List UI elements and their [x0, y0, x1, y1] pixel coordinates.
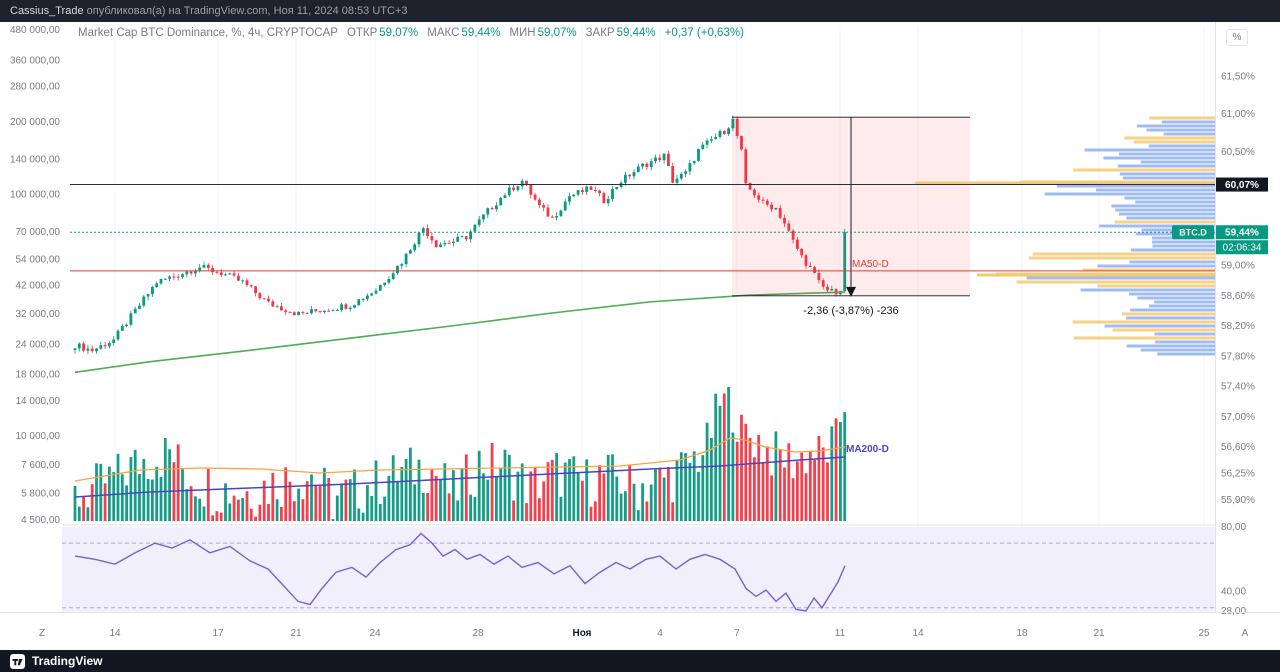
time-axis-labels: Z 14 17 21 24 28 Ноя 4 7 11 14 18 21 25 — [39, 628, 1210, 639]
svg-text:280 000,00: 280 000,00 — [10, 82, 60, 93]
rsi-pane — [62, 527, 1215, 612]
svg-text:10 000,00: 10 000,00 — [16, 431, 61, 442]
publish-info: опубликовал(а) на TradingView.com, Ноя 1… — [83, 5, 408, 17]
svg-text:60,07%: 60,07% — [1225, 180, 1259, 191]
volume-ma-lines — [74, 437, 846, 498]
svg-text:80,00: 80,00 — [1221, 522, 1246, 533]
svg-text:200 000,00: 200 000,00 — [10, 117, 60, 128]
svg-text:24 000,00: 24 000,00 — [16, 339, 61, 350]
tradingview-logo-icon[interactable] — [10, 653, 25, 669]
svg-text:140 000,00: 140 000,00 — [10, 154, 60, 165]
svg-text:32 000,00: 32 000,00 — [16, 309, 61, 320]
svg-text:70 000,00: 70 000,00 — [16, 227, 61, 238]
volume-layer — [73, 387, 847, 521]
svg-text:21: 21 — [1093, 628, 1105, 639]
svg-text:57,00%: 57,00% — [1221, 412, 1255, 423]
svg-text:5 800,00: 5 800,00 — [21, 488, 60, 499]
countdown-badge: 02:06:34 — [1216, 240, 1268, 255]
svg-text:61,00%: 61,00% — [1221, 109, 1255, 120]
svg-text:14 000,00: 14 000,00 — [16, 396, 61, 407]
svg-text:18: 18 — [1016, 628, 1028, 639]
price-scale[interactable] — [1215, 22, 1280, 612]
percent-scale-button[interactable]: % — [1226, 29, 1248, 46]
svg-text:21: 21 — [290, 628, 302, 639]
svg-text:7: 7 — [734, 628, 740, 639]
symbol-info: Market Cap BTC Dominance, %, 4ч, CRYPTOC… — [78, 27, 744, 39]
svg-text:-2,36 (-3,87%) -236: -2,36 (-3,87%) -236 — [803, 305, 898, 317]
svg-text:7 600,00: 7 600,00 — [21, 460, 60, 471]
ohlc-label: ЗАКР — [585, 27, 615, 39]
price-range-tool[interactable]: -2,36 (-3,87%) -236 — [732, 116, 970, 317]
svg-text:28,00: 28,00 — [1221, 606, 1246, 617]
left-axis-labels: 480 000,00 360 000,00 280 000,00 200 000,00… — [10, 25, 60, 526]
ma-green-line — [74, 291, 846, 374]
svg-text:BTC.D: BTC.D — [1179, 228, 1207, 238]
svg-text:100 000,00: 100 000,00 — [10, 190, 60, 201]
symbol-title[interactable]: Market Cap BTC Dominance, %, 4ч, CRYPTOC… — [78, 27, 338, 39]
rsi-line — [74, 532, 846, 612]
ohlc-label: ОТКР — [346, 27, 378, 39]
auto-scale-button[interactable]: A — [1241, 628, 1249, 639]
publisher-name: Cassius_Trade — [10, 5, 84, 17]
last-price-badge[interactable]: BTC.D 59,44% — [1172, 225, 1268, 240]
change-value: +0,37 (+0,63%) — [664, 27, 744, 39]
svg-text:28: 28 — [472, 628, 484, 639]
ohlc-label: МИН — [509, 27, 536, 39]
svg-text:58,20%: 58,20% — [1221, 321, 1255, 332]
price-lines[interactable]: MA50-D MA200-D — [70, 184, 1215, 455]
ohlc-value: 59,44% — [616, 27, 656, 39]
footer-bar: TradingView — [0, 650, 1280, 672]
svg-text:4: 4 — [657, 628, 663, 639]
ohlc-values: ОТКР 59,07% МАКС 59,44% МИН 59,07% ЗАКР 59,44% — [338, 27, 656, 39]
svg-text:14: 14 — [912, 628, 924, 639]
svg-text:02:06:34: 02:06:34 — [1223, 243, 1262, 254]
svg-text:18 000,00: 18 000,00 — [16, 370, 61, 381]
volume-profile — [915, 116, 1215, 356]
svg-text:Z: Z — [39, 628, 45, 639]
svg-text:MA50-D: MA50-D — [852, 259, 889, 270]
svg-text:14: 14 — [109, 628, 121, 639]
grid-layer — [114, 26, 1205, 612]
footer-brand[interactable]: TradingView — [32, 654, 103, 668]
svg-text:MA200-D: MA200-D — [846, 444, 889, 455]
svg-text:40,00: 40,00 — [1221, 587, 1246, 598]
svg-text:56,25%: 56,25% — [1221, 469, 1255, 480]
candles-layer — [73, 115, 847, 355]
ohlc-value: 59,07% — [537, 27, 577, 39]
ohlc-value: 59,44% — [461, 27, 501, 39]
svg-text:54 000,00: 54 000,00 — [16, 254, 61, 265]
svg-text:59,00%: 59,00% — [1221, 261, 1255, 272]
price-line-badge[interactable]: 60,07% — [1216, 177, 1268, 192]
header-bar: Cassius_Trade опубликовал(а) на TradingV… — [0, 0, 1280, 22]
svg-text:17: 17 — [212, 628, 224, 639]
svg-text:59,44%: 59,44% — [1225, 228, 1259, 239]
ohlc-value: 59,07% — [379, 27, 419, 39]
svg-text:56,60%: 56,60% — [1221, 442, 1255, 453]
svg-text:4 500,00: 4 500,00 — [21, 515, 60, 526]
svg-text:Ноя: Ноя — [572, 628, 591, 639]
svg-text:24: 24 — [369, 628, 381, 639]
svg-text:360 000,00: 360 000,00 — [10, 55, 60, 66]
svg-text:58,60%: 58,60% — [1221, 291, 1255, 302]
svg-text:480 000,00: 480 000,00 — [10, 25, 60, 36]
right-axis-labels: 61,50% 61,00% 60,50% 59,00% 58,60% 58,20% 57,8… — [1221, 71, 1255, 617]
svg-text:55,90%: 55,90% — [1221, 495, 1255, 506]
time-scale[interactable] — [0, 612, 1280, 650]
ohlc-label: МАКС — [427, 27, 460, 39]
svg-text:57,80%: 57,80% — [1221, 351, 1255, 362]
svg-text:25: 25 — [1198, 628, 1210, 639]
svg-text:60,50%: 60,50% — [1221, 147, 1255, 158]
svg-text:61,50%: 61,50% — [1221, 71, 1255, 82]
svg-text:11: 11 — [835, 628, 846, 639]
svg-text:42 000,00: 42 000,00 — [16, 281, 61, 292]
svg-text:57,40%: 57,40% — [1221, 382, 1255, 393]
